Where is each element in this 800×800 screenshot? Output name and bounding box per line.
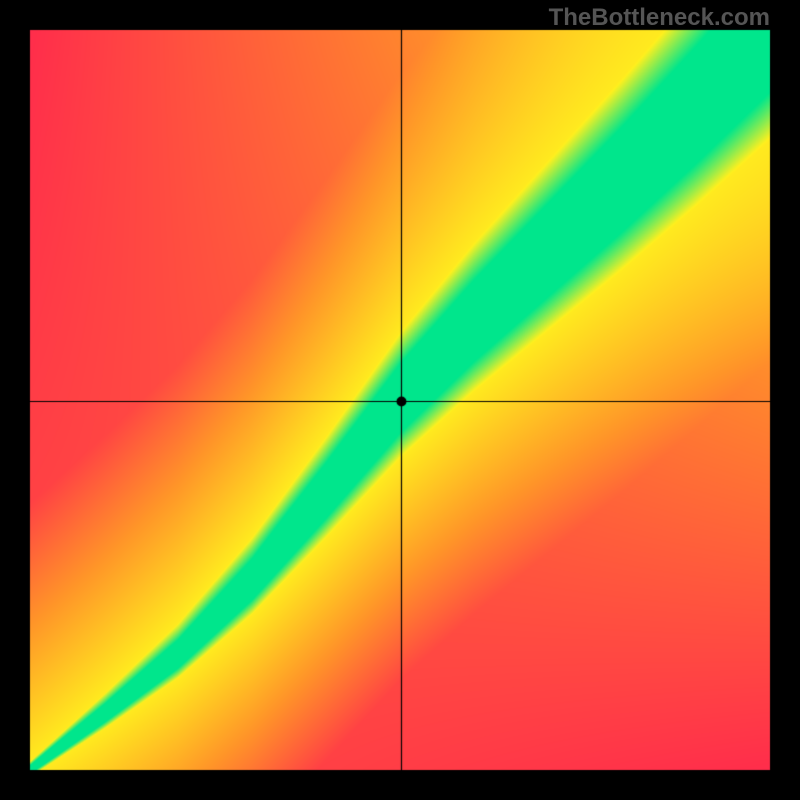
watermark-text: TheBottleneck.com <box>549 4 770 32</box>
chart-container: { "canvas": { "width": 800, "height": 80… <box>0 0 800 800</box>
bottleneck-heatmap <box>0 0 800 800</box>
